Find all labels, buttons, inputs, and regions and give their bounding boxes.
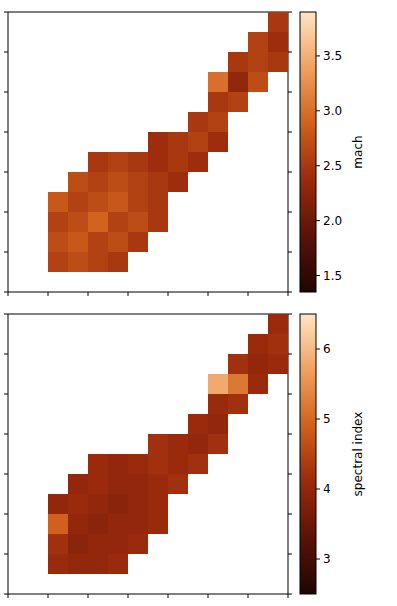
- svg-text:2.5: 2.5: [323, 159, 342, 173]
- svg-text:3.5: 3.5: [323, 49, 342, 63]
- svg-text:4: 4: [323, 482, 331, 496]
- svg-text:2.0: 2.0: [323, 214, 342, 228]
- svg-text:spectral index: spectral index: [351, 412, 365, 497]
- svg-text:mach: mach: [351, 135, 365, 168]
- svg-text:6: 6: [323, 342, 331, 356]
- svg-text:3: 3: [323, 552, 331, 566]
- svg-text:5: 5: [323, 412, 331, 426]
- svg-text:3.0: 3.0: [323, 104, 342, 118]
- svg-text:1.5: 1.5: [323, 269, 342, 283]
